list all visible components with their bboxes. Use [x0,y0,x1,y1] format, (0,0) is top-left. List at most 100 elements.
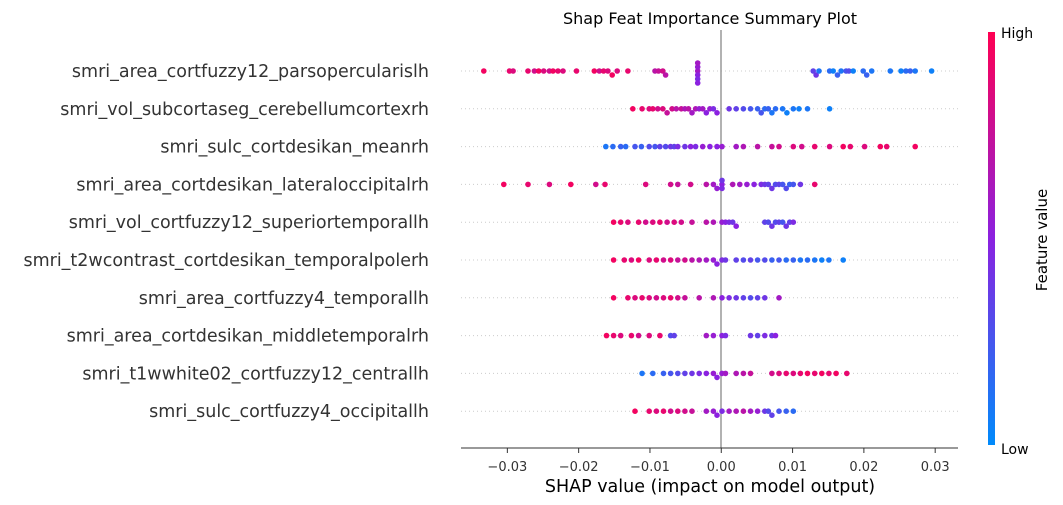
shap-point [546,181,553,188]
shap-point [722,332,729,339]
shap-point [744,181,750,188]
shap-point [675,257,681,263]
shap-point [776,257,782,263]
shap-point [907,68,913,74]
shap-point [703,370,710,377]
shap-point [653,408,660,415]
shap-point [762,257,768,263]
shap-point [838,68,844,74]
shap-point [703,181,710,188]
shap-point [628,257,635,263]
x-tick-label: −0.02 [559,460,599,475]
shap-point [696,370,702,377]
shap-point [804,106,811,112]
feature-label: smri_area_cortfuzzy12_parsopercularislh [72,62,429,82]
shap-point [689,257,695,263]
shap-point [765,106,772,112]
shap-point [747,295,754,301]
shap-point [860,68,866,74]
shap-point [796,106,802,112]
shap-point [639,295,645,301]
shap-point [912,68,918,74]
shap-point [699,143,706,150]
shap-point [652,143,658,150]
shap-point [673,106,680,112]
shap-point [733,257,739,263]
shap-point [671,219,677,225]
shap-point [790,408,797,415]
shap-point [776,370,782,377]
shap-point [660,68,666,74]
shap-point [719,185,725,192]
shap-point [769,143,775,150]
colorbar [988,32,995,445]
shap-point [639,370,645,377]
shap-point [610,219,617,225]
shap-point [603,143,609,150]
shap-point [790,370,797,377]
shap-point [710,219,717,225]
shap-point [819,257,825,263]
shap-point [804,257,811,263]
shap-point [769,223,775,229]
x-tick-label: 0.01 [778,460,807,475]
shap-point [660,408,667,415]
shap-point [635,332,642,339]
shap-point [525,68,531,74]
shap-point [660,370,667,377]
shap-point [754,143,761,150]
shap-point [903,68,909,74]
shap-point [642,219,649,225]
shap-point [703,219,710,225]
shap-point [625,68,631,74]
shap-point [754,408,761,415]
shap-point [826,370,832,377]
shap-point [622,143,629,150]
shap-point [729,219,736,225]
shap-point [754,332,761,339]
shap-point [747,257,754,263]
shap-point [593,181,599,188]
shap-point [751,181,757,188]
shap-point [740,257,747,263]
shap-point [682,257,688,263]
shap-point [898,68,904,74]
shap-point [719,408,725,415]
shap-point [719,295,725,301]
shap-point [610,257,617,263]
shap-point [733,223,739,229]
shap-point [826,106,833,112]
shap-point [813,72,819,78]
shap-point [847,143,854,150]
colorbar-high-label: High [1001,26,1033,42]
shap-point [816,68,822,74]
shap-point [714,374,720,381]
shap-point [840,143,846,150]
shap-point [660,295,667,301]
shap-point [740,408,747,415]
shap-point [682,408,688,415]
shap-point [703,408,710,415]
shap-point [826,257,832,263]
shap-point [863,72,870,78]
shap-point [714,261,720,267]
shap-point [617,143,624,150]
shap-point [710,181,717,188]
shap-point [783,257,789,263]
shap-point [660,257,667,263]
shap-point [710,370,717,377]
shap-point [573,68,580,74]
shap-point [657,332,663,339]
shap-point [710,408,717,415]
shap-point [664,110,670,116]
shap-point [662,72,669,78]
shap-point [799,143,805,150]
shap-point [650,219,656,225]
x-tick-label: 0.03 [921,460,950,475]
shap-point [797,257,804,263]
shap-point [762,332,768,339]
shap-point [625,295,631,301]
shap-point [653,257,660,263]
shap-point [667,370,674,377]
shap-point [719,181,725,188]
